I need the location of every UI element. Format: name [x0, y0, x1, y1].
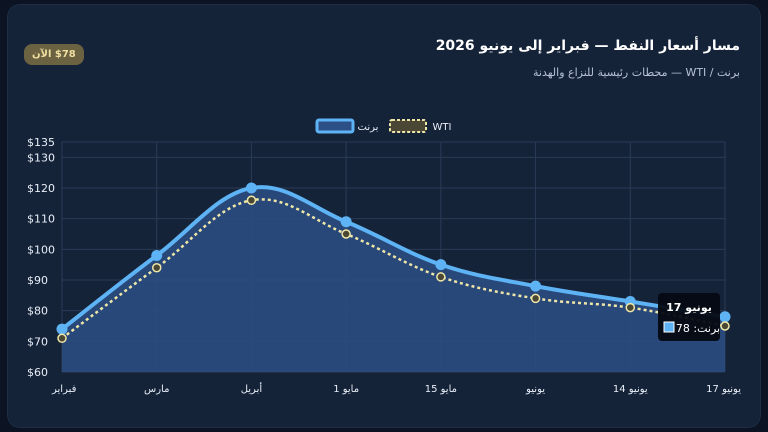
legend-label-brent[interactable]: برنت — [358, 122, 379, 133]
brent-point — [435, 259, 447, 271]
wti-line — [61, 198, 726, 340]
x-tick-label: مارس — [144, 384, 169, 395]
brent-point — [340, 216, 352, 228]
x-tick-label: يونيو — [525, 384, 545, 395]
chart-title: مسار أسعار النفط — فبراير إلى يونيو 2026 — [435, 38, 740, 54]
brent-point — [245, 182, 257, 194]
brent-area — [62, 187, 725, 372]
y-tick-label: $70 — [27, 335, 48, 348]
wti-point — [720, 321, 730, 331]
wti-point — [625, 302, 636, 313]
y-tick-label: $60 — [27, 366, 48, 379]
current-price-badge: $78 الآن — [24, 44, 84, 65]
tooltip-title: 17 يونيو — [666, 301, 712, 314]
legend-label-wti[interactable]: WTI — [433, 122, 452, 133]
tooltip-swatch — [663, 321, 675, 333]
tooltip: 17 يونيو برنت: 78 — [658, 293, 720, 341]
wti-point — [341, 229, 351, 239]
brent-point — [56, 323, 68, 335]
legend: برنت WTI — [315, 118, 452, 134]
x-tick-label: 1 مايو — [333, 384, 359, 395]
x-tick-label: أبريل — [241, 382, 263, 395]
y-tick-label: $120 — [27, 182, 55, 195]
x-tick-label: 17 يونيو — [706, 384, 741, 395]
brent-point — [530, 280, 542, 292]
y-tick-label: $90 — [27, 274, 48, 287]
wti-point — [530, 293, 541, 304]
x-tick-label: 14 يونيو — [613, 384, 648, 395]
x-tick-label: 15 مايو — [425, 384, 457, 395]
y-tick-label: $80 — [27, 305, 48, 318]
y-tick-label: $135 — [27, 136, 55, 149]
legend-swatch-brent[interactable] — [315, 118, 355, 134]
y-tick-label: $130 — [27, 151, 55, 164]
brent-point — [151, 249, 163, 261]
legend-swatch-wti[interactable] — [389, 119, 427, 133]
chart-subtitle: برنت / WTI — محطات رئيسية للنزاع والهدنة — [533, 66, 740, 79]
wti-point — [57, 333, 67, 344]
brent-line — [60, 185, 726, 331]
x-tick-label: فبراير — [51, 384, 77, 395]
wti-point — [246, 195, 257, 206]
tooltip-value: برنت: 78 — [676, 322, 720, 335]
wti-point — [436, 272, 446, 282]
brent-point — [719, 311, 731, 323]
y-tick-label: $100 — [27, 243, 55, 256]
y-tick-label: $110 — [27, 213, 55, 226]
wti-point — [151, 262, 162, 273]
